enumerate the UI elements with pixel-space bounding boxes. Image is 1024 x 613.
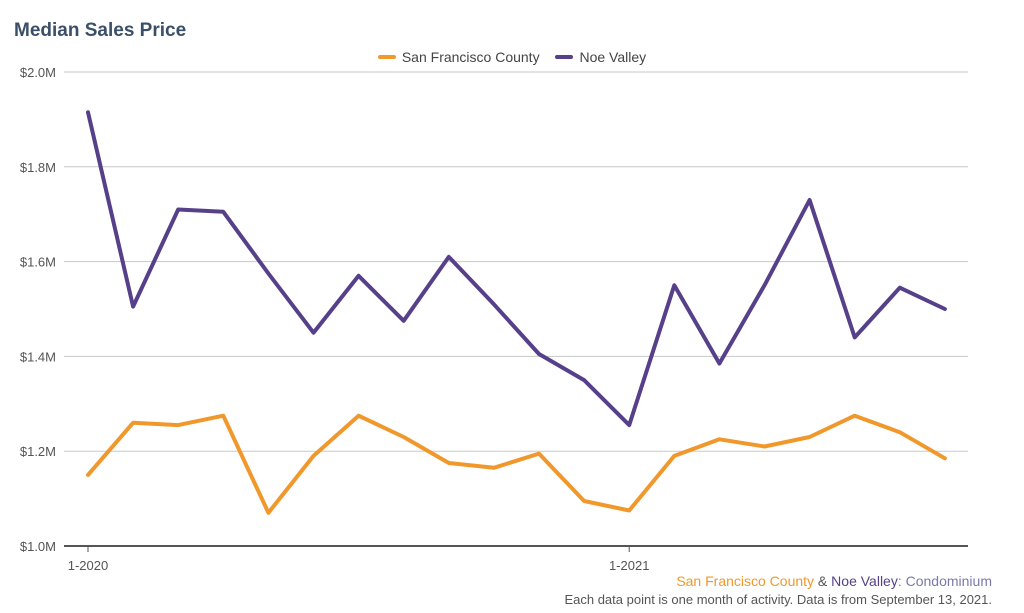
y-tick-label: $2.0M bbox=[20, 65, 56, 80]
y-tick-label: $1.4M bbox=[20, 349, 56, 364]
footer-legend: San Francisco County & Noe Valley: Condo… bbox=[676, 573, 992, 589]
footer-neighborhood: Noe Valley bbox=[831, 573, 898, 589]
series-line-san-francisco-county[interactable] bbox=[86, 413, 947, 515]
legend-swatch-sf bbox=[377, 55, 396, 59]
footer-county: San Francisco County bbox=[676, 573, 815, 589]
legend: San Francisco County Noe Valley bbox=[0, 46, 1024, 65]
footer-note: Each data point is one month of activity… bbox=[564, 592, 992, 607]
footer-amp: & bbox=[814, 573, 832, 589]
footer-property-type: : Condominium bbox=[897, 573, 992, 589]
y-tick-label: $1.6M bbox=[20, 255, 56, 270]
x-tick-label: 1-2020 bbox=[68, 558, 108, 573]
x-tick-label: 1-2021 bbox=[609, 558, 649, 573]
y-axis-ticks: $1.0M $1.2M $1.4M $1.6M $1.8M $2.0M bbox=[20, 65, 56, 554]
gridlines bbox=[64, 71, 968, 452]
legend-item-sf[interactable]: San Francisco County bbox=[377, 49, 540, 65]
y-tick-label: $1.0M bbox=[20, 539, 56, 554]
legend-label-noe: Noe Valley bbox=[579, 49, 647, 65]
series-line-noe-valley[interactable] bbox=[86, 110, 947, 428]
legend-label-sf: San Francisco County bbox=[401, 49, 540, 65]
x-axis: 1-2020 1-2021 bbox=[64, 545, 968, 573]
chart-title: Median Sales Price bbox=[14, 20, 187, 41]
series-lines bbox=[86, 110, 947, 515]
y-tick-label: $1.2M bbox=[20, 444, 56, 459]
y-tick-label: $1.8M bbox=[20, 160, 56, 175]
legend-item-noe[interactable]: Noe Valley bbox=[555, 49, 646, 65]
legend-swatch-noe bbox=[555, 55, 574, 59]
